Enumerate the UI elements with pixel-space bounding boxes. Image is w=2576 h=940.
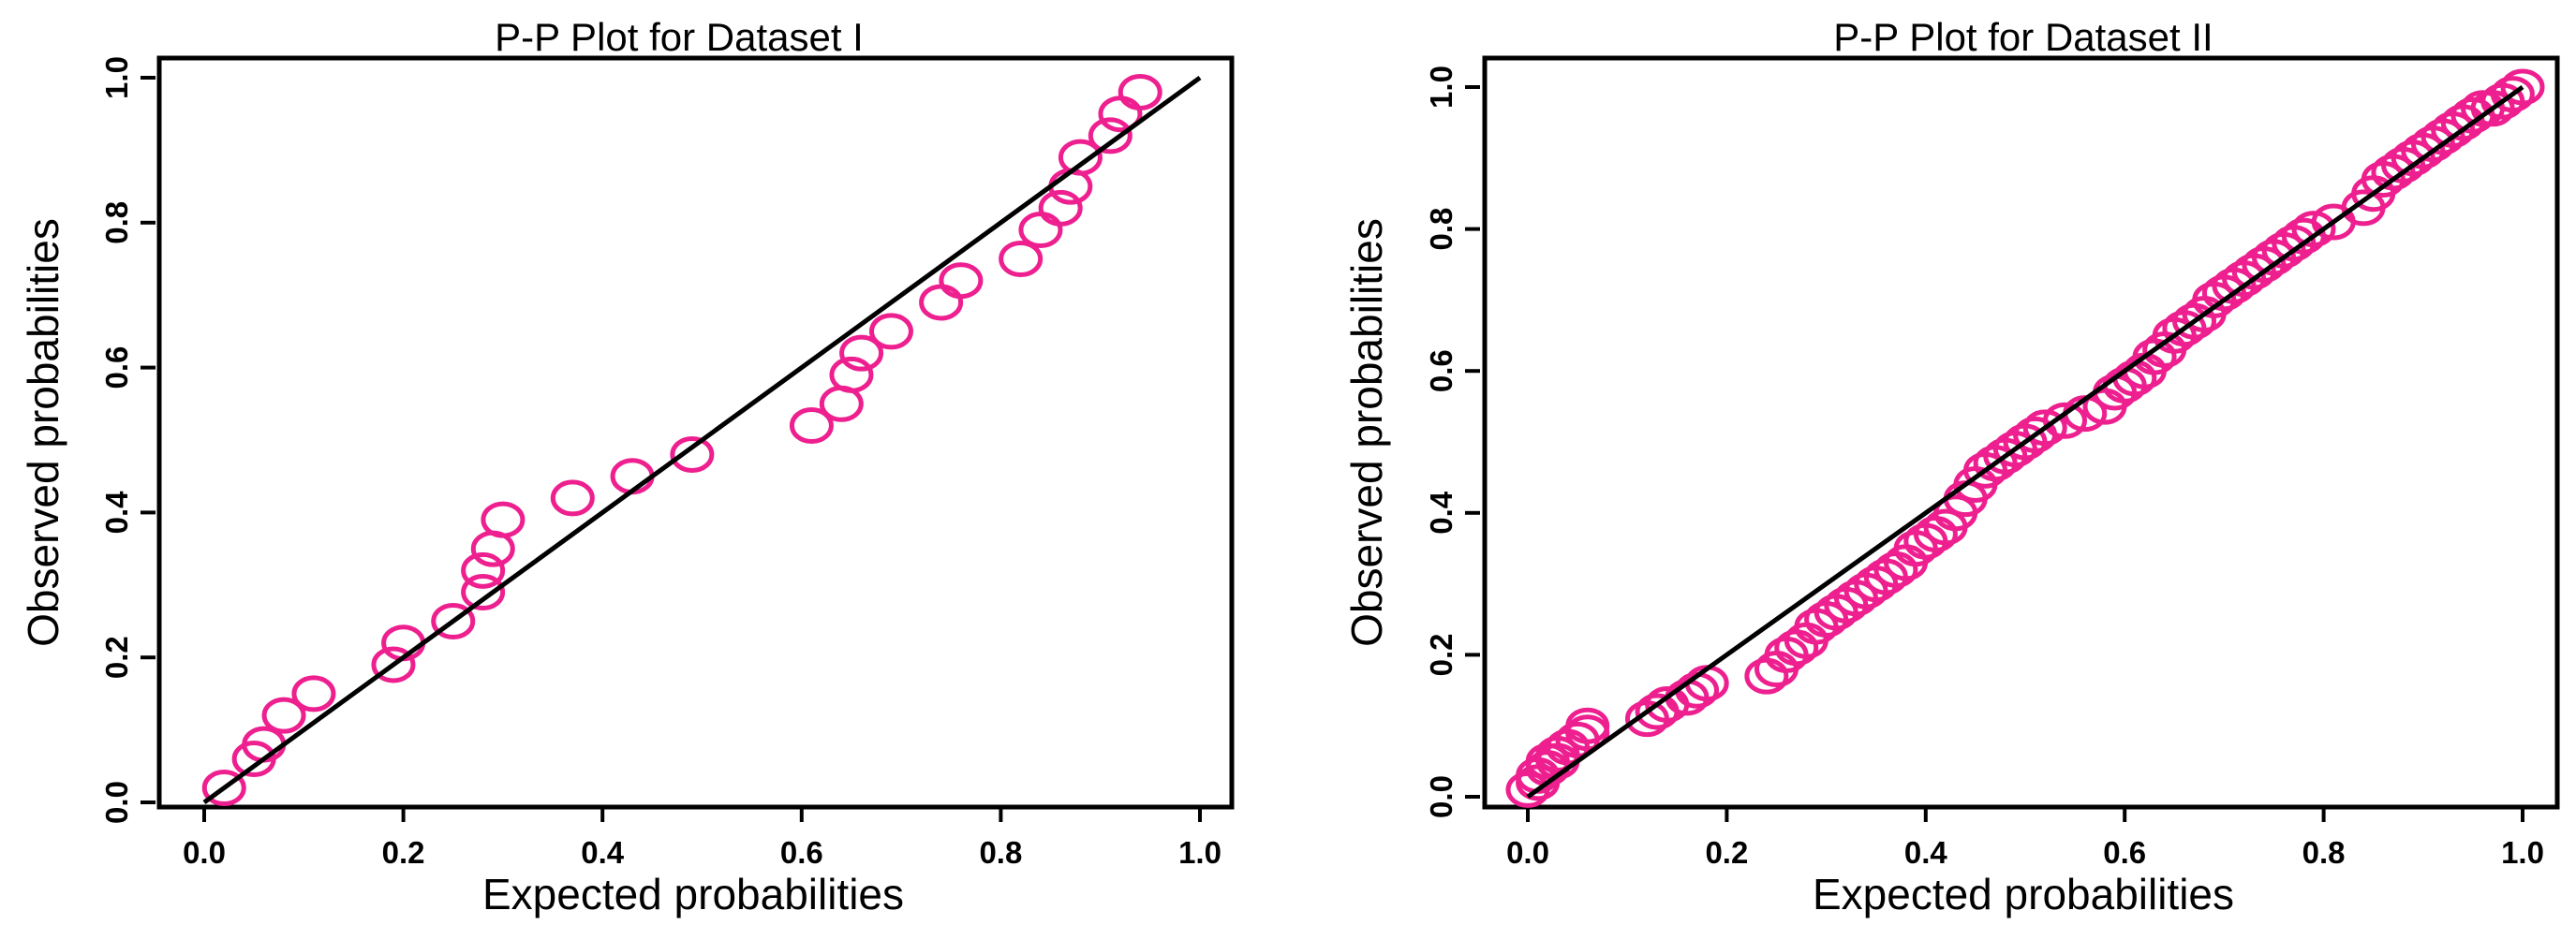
chart-title: P-P Plot for Dataset II xyxy=(1833,15,2213,59)
y-tick-label: 0.2 xyxy=(99,636,134,679)
x-tick-label: 0.4 xyxy=(581,835,625,870)
x-tick-label: 0.2 xyxy=(1705,835,1748,870)
data-point xyxy=(1088,117,1133,154)
data-point xyxy=(1565,707,1610,744)
x-axis: 0.0 0.2 0.4 0.6 0.8 1.0 xyxy=(1506,807,2544,870)
plot-frame xyxy=(1482,55,2560,810)
y-tick-label: 0.8 xyxy=(1424,208,1458,251)
y-axis: 0.0 0.2 0.4 0.6 0.8 1.0 xyxy=(1424,66,1480,818)
y-tick-label: 1.0 xyxy=(1424,66,1458,109)
data-point xyxy=(839,334,884,372)
reference-line xyxy=(1526,84,2524,800)
x-axis-label: Expected probabilities xyxy=(482,870,904,918)
data-point xyxy=(1118,73,1162,110)
data-point xyxy=(2022,409,2067,447)
chart-title: P-P Plot for Dataset I xyxy=(495,15,864,59)
x-axis: 0.0 0.2 0.4 0.6 0.8 1.0 xyxy=(183,807,1221,870)
x-tick-label: 0.0 xyxy=(1506,835,1549,870)
data-point xyxy=(939,262,984,300)
data-point xyxy=(999,241,1044,277)
data-point xyxy=(2500,68,2545,106)
data-point xyxy=(2291,211,2336,248)
data-point xyxy=(1018,212,1063,249)
data-point xyxy=(610,458,655,495)
data-point xyxy=(868,313,913,350)
x-tick-label: 0.6 xyxy=(2103,835,2146,870)
pp-plot-dataset-2: P-P Plot for Dataset II Expected probabi… xyxy=(1342,15,2560,918)
data-point xyxy=(550,479,595,517)
y-tick-label: 0.8 xyxy=(99,201,134,244)
y-tick-label: 0.6 xyxy=(1424,349,1458,392)
data-point xyxy=(789,407,834,445)
data-point xyxy=(291,675,336,712)
data-point xyxy=(461,551,506,589)
y-tick-label: 0.6 xyxy=(99,346,134,389)
data-point xyxy=(201,770,246,807)
x-tick-label: 0.8 xyxy=(979,835,1022,870)
y-tick-label: 1.0 xyxy=(99,56,134,99)
data-point xyxy=(829,356,874,393)
y-tick-label: 0.0 xyxy=(99,781,134,824)
data-point xyxy=(1058,139,1103,176)
data-point xyxy=(481,501,526,538)
data-point xyxy=(2490,76,2535,113)
data-points xyxy=(1505,68,2545,808)
data-point xyxy=(371,646,416,683)
x-tick-label: 0.8 xyxy=(2302,835,2346,870)
x-tick-label: 1.0 xyxy=(2501,835,2544,870)
x-axis-label: Expected probabilities xyxy=(1813,870,2234,918)
y-axis-label: Observed probabilities xyxy=(1342,218,1391,647)
plot-frame xyxy=(156,55,1235,810)
y-tick-label: 0.2 xyxy=(1424,633,1458,676)
x-tick-label: 0.4 xyxy=(1904,835,1948,870)
data-point xyxy=(1038,189,1083,227)
x-tick-label: 0.2 xyxy=(382,835,425,870)
data-point xyxy=(670,435,715,473)
y-axis-label: Observed probabilities xyxy=(19,218,67,647)
y-axis: 0.0 0.2 0.4 0.6 0.8 1.0 xyxy=(99,56,155,824)
reference-line xyxy=(202,75,1202,805)
x-tick-label: 1.0 xyxy=(1178,835,1221,870)
data-point xyxy=(1675,671,1720,709)
x-tick-label: 0.6 xyxy=(780,835,823,870)
data-point xyxy=(261,697,306,734)
data-point xyxy=(1774,629,1819,667)
data-point xyxy=(381,624,426,662)
data-point xyxy=(919,284,964,321)
x-tick-label: 0.0 xyxy=(183,835,226,870)
data-point xyxy=(2042,402,2087,439)
data-point xyxy=(461,574,506,611)
pp-plot-dataset-1: P-P Plot for Dataset I Expected probabil… xyxy=(19,15,1235,918)
y-tick-label: 0.4 xyxy=(99,491,134,535)
y-tick-label: 0.0 xyxy=(1424,775,1458,818)
y-tick-label: 0.4 xyxy=(1424,491,1458,535)
data-point xyxy=(431,603,476,639)
data-points xyxy=(201,73,1162,807)
data-point xyxy=(1744,657,1789,695)
